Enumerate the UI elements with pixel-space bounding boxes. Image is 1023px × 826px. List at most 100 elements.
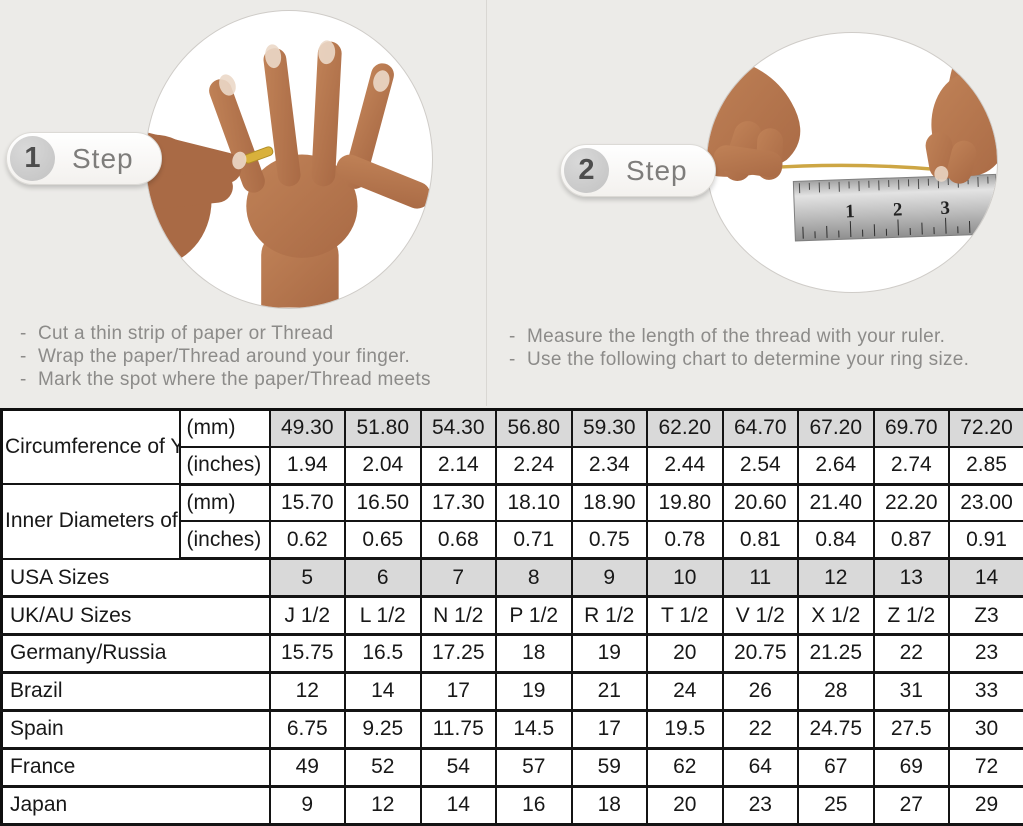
size-value-cell: 16: [495, 785, 573, 826]
step1-label: Step: [72, 142, 134, 174]
size-value-cell: 5: [268, 557, 346, 599]
size-value-cell: 28: [797, 671, 875, 712]
size-value-cell: 2.74: [872, 445, 950, 486]
size-value-cell: 59: [570, 747, 648, 788]
ruler: 1 2 3: [792, 173, 997, 242]
size-value-cell: 49.30: [268, 408, 346, 448]
table-row: Spain 6.75 9.25 11.75 14.5 17 19.5 22 24.75 27.5 3…: [0, 709, 1023, 750]
size-value-cell: 62.20: [646, 408, 724, 448]
size-value-cell: 2.44: [646, 445, 724, 486]
size-value-cell: 49: [268, 747, 346, 788]
size-value-cell: 11: [721, 557, 799, 599]
instruction-line: - Use the following chart to determine y…: [505, 348, 1021, 371]
region-label: UK/AU Sizes: [0, 595, 271, 636]
table-row: Germany/Russia 15.75 16.5 17.25 18 19 20 20.75 2…: [0, 633, 1023, 674]
size-value-cell: 2.64: [797, 445, 875, 486]
dash-bullet: -: [20, 323, 27, 344]
size-value-cell: 17.25: [419, 633, 497, 674]
size-value-cell: 18: [570, 785, 648, 826]
size-value-cell: 59.30: [570, 408, 648, 448]
size-value-cell: 14.5: [495, 709, 573, 750]
size-value-cell: 19.80: [646, 483, 724, 523]
size-value-cell: 29: [948, 785, 1023, 826]
size-value-cell: 54: [419, 747, 497, 788]
size-value-cell: 0.87: [872, 520, 950, 561]
size-value-cell: 69: [872, 747, 950, 788]
size-value-cell: 12: [797, 557, 875, 599]
size-value-cell: 33: [948, 671, 1023, 712]
ruler-number-1: 1: [845, 201, 855, 222]
step1-badge: 1 Step: [6, 132, 162, 185]
instruction-text: Mark the spot where the paper/Thread mee…: [38, 369, 431, 390]
table-row: Circumference of Your Finger(mm)49.3051.…: [0, 408, 1023, 486]
size-value-cell: 11.75: [419, 709, 497, 750]
size-value-cell: 0.62: [268, 520, 346, 561]
instruction-line: - Measure the length of the thread with …: [505, 325, 1021, 348]
region-label: USA Sizes: [0, 557, 271, 599]
size-value-cell: 20.60: [721, 483, 799, 523]
table-row: USA Sizes 5 6 7 8 9 10 11 12 13 14: [0, 557, 1023, 599]
size-value-cell: 72.20: [948, 408, 1023, 448]
region-label: Japan: [0, 785, 271, 826]
step2-number: 2: [564, 148, 609, 193]
size-value-cell: 54.30: [419, 408, 497, 448]
ruler-number-2: 2: [893, 199, 903, 220]
size-value-cell: X 1/2: [797, 595, 875, 636]
panel-divider: [486, 0, 487, 406]
measuring-thread-illustration: 1 2 3: [707, 33, 997, 242]
region-label: Spain: [0, 709, 271, 750]
size-value-cell: 21.25: [797, 633, 875, 674]
size-value-cell: 17: [570, 709, 648, 750]
size-value-cell: 17: [419, 671, 497, 712]
size-value-cell: 2.85: [948, 445, 1023, 486]
size-value-cell: 52: [344, 747, 422, 788]
step2-badge: 2 Step: [560, 144, 716, 197]
size-value-cell: 19: [495, 671, 573, 712]
size-value-cell: N 1/2: [419, 595, 497, 636]
size-value-cell: 18: [495, 633, 573, 674]
instruction-line: - Cut a thin strip of paper or Thread: [16, 322, 486, 345]
size-value-cell: V 1/2: [721, 595, 799, 636]
table-row: (inches) 0.62 0.65 0.68 0.71 0.75 0.78 0.81 0.84…: [2, 520, 1023, 561]
instruction-text: Use the following chart to determine you…: [527, 349, 970, 370]
table-row: Brazil 12 14 17 19 21 24 26 28 31 33: [0, 671, 1023, 712]
size-value-cell: 0.78: [646, 520, 724, 561]
table-row: (inches) 1.94 2.04 2.14 2.24 2.34 2.44 2.54 2.64…: [2, 445, 1023, 486]
size-value-cell: 0.84: [797, 520, 875, 561]
size-value-cell: 14: [419, 785, 497, 826]
step1-photo-hand-with-ring: [145, 10, 433, 309]
size-value-cell: 7: [419, 557, 497, 599]
size-value-cell: Z3: [948, 595, 1023, 636]
dash-bullet: -: [509, 349, 516, 370]
size-value-cell: 9.25: [344, 709, 422, 750]
size-value-cell: 56.80: [495, 408, 573, 448]
size-value-cell: 1.94: [268, 445, 346, 486]
size-value-cell: 24.75: [797, 709, 875, 750]
size-value-cell: 64: [721, 747, 799, 788]
size-value-cell: 15.70: [268, 483, 346, 523]
instruction-text: Cut a thin strip of paper or Thread: [38, 323, 334, 344]
size-value-cell: 30: [948, 709, 1023, 750]
size-value-cell: 18.90: [570, 483, 648, 523]
unit-label: (mm): [178, 408, 271, 448]
size-value-cell: 21: [570, 671, 648, 712]
size-value-cell: 67: [797, 747, 875, 788]
size-value-cell: 13: [872, 557, 950, 599]
region-label: France: [0, 747, 271, 788]
region-label: Brazil: [0, 671, 271, 712]
instruction-line: - Mark the spot where the paper/Thread m…: [16, 368, 486, 391]
size-value-cell: 0.71: [495, 520, 573, 561]
size-value-cell: 2.24: [495, 445, 573, 486]
step2-photo-measuring-thread: 1 2 3: [706, 32, 998, 293]
unit-label: (mm): [178, 483, 271, 523]
unit-label: (inches): [178, 445, 271, 486]
ring-size-conversion-table: Circumference of Your Finger(mm)49.3051.…: [0, 408, 1023, 826]
size-value-cell: 8: [495, 557, 573, 599]
size-value-cell: 19.5: [646, 709, 724, 750]
table-row: France 49 52 54 57 59 62 64 67 69 72: [0, 747, 1023, 788]
size-value-cell: 0.81: [721, 520, 799, 561]
size-value-cell: 12: [268, 671, 346, 712]
step1-number: 1: [10, 136, 55, 181]
size-value-cell: 2.34: [570, 445, 648, 486]
size-value-cell: 12: [344, 785, 422, 826]
